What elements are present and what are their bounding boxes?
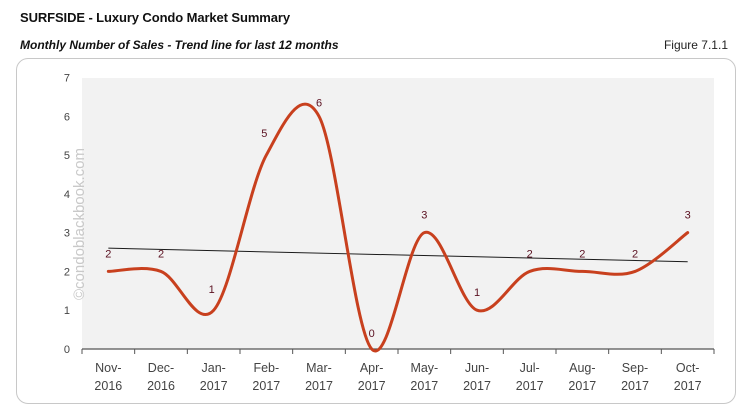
data-label: 3 xyxy=(685,210,691,222)
y-tick-label: 5 xyxy=(64,150,70,162)
x-tick-label: Feb- xyxy=(253,361,279,375)
y-tick-label: 2 xyxy=(64,266,70,278)
data-label: 3 xyxy=(421,210,427,222)
data-label: 2 xyxy=(527,248,533,260)
x-tick-label: 2017 xyxy=(410,379,438,393)
sales-series-line xyxy=(106,102,690,353)
x-tick-label: 2017 xyxy=(305,379,333,393)
x-tick-label: 2016 xyxy=(94,379,122,393)
x-tick-label: 2017 xyxy=(200,379,228,393)
figure-label: Figure 7.1.1 xyxy=(663,38,728,52)
data-label: 2 xyxy=(105,248,111,260)
data-label: 6 xyxy=(316,97,322,109)
plot-area xyxy=(82,78,714,349)
y-tick-label: 4 xyxy=(64,189,70,201)
x-tick-label: Aug- xyxy=(569,361,595,375)
x-tick-label: Jan- xyxy=(202,361,226,375)
x-tick-label: May- xyxy=(410,361,438,375)
x-tick-label: 2017 xyxy=(252,379,280,393)
x-tick-label: 2017 xyxy=(621,379,649,393)
data-label: 0 xyxy=(369,328,375,340)
x-tick-label: Sep- xyxy=(622,361,648,375)
x-tick-label: Jul- xyxy=(520,361,540,375)
x-tick-label: Dec- xyxy=(148,361,174,375)
x-tick-label: Apr- xyxy=(360,361,384,375)
data-label: 1 xyxy=(209,284,215,296)
report-title: SURFSIDE - Luxury Condo Market Summary xyxy=(20,10,290,25)
data-labels: 2 2 1 5 6 0 3 1 2 2 2 3 xyxy=(105,97,690,340)
x-axis: Nov- 2016 Dec- 2016 Jan- 2017 Feb- 2017 Mar- 2017… xyxy=(81,348,715,393)
data-label: 2 xyxy=(158,248,164,260)
y-tick-label: 1 xyxy=(64,305,70,317)
x-tick-label: Mar- xyxy=(306,361,332,375)
trend-line xyxy=(108,247,688,263)
data-label: 2 xyxy=(632,248,638,260)
x-tick-label: Jun- xyxy=(465,361,489,375)
y-tick-label: 0 xyxy=(64,344,70,356)
x-tick-label: Nov- xyxy=(95,361,121,375)
x-tick-label: 2016 xyxy=(147,379,175,393)
x-tick-label: 2017 xyxy=(568,379,596,393)
y-tick-label: 7 xyxy=(64,73,70,85)
y-tick-label: 3 xyxy=(64,228,70,240)
x-tick-label: 2017 xyxy=(463,379,491,393)
data-label: 2 xyxy=(579,248,585,260)
chart-subtitle: Monthly Number of Sales - Trend line for… xyxy=(20,38,339,52)
watermark: ©condoblackbook.com xyxy=(71,148,88,300)
data-label: 5 xyxy=(261,128,267,140)
x-tick-label: 2017 xyxy=(674,379,702,393)
x-tick-label: 2017 xyxy=(358,379,386,393)
data-label: 1 xyxy=(474,287,480,299)
x-tick-label: Oct- xyxy=(676,361,700,375)
y-axis: 0 1 2 3 4 5 6 7 xyxy=(64,73,70,357)
chart-frame xyxy=(16,58,736,404)
y-tick-label: 6 xyxy=(64,111,70,123)
x-tick-label: 2017 xyxy=(516,379,544,393)
